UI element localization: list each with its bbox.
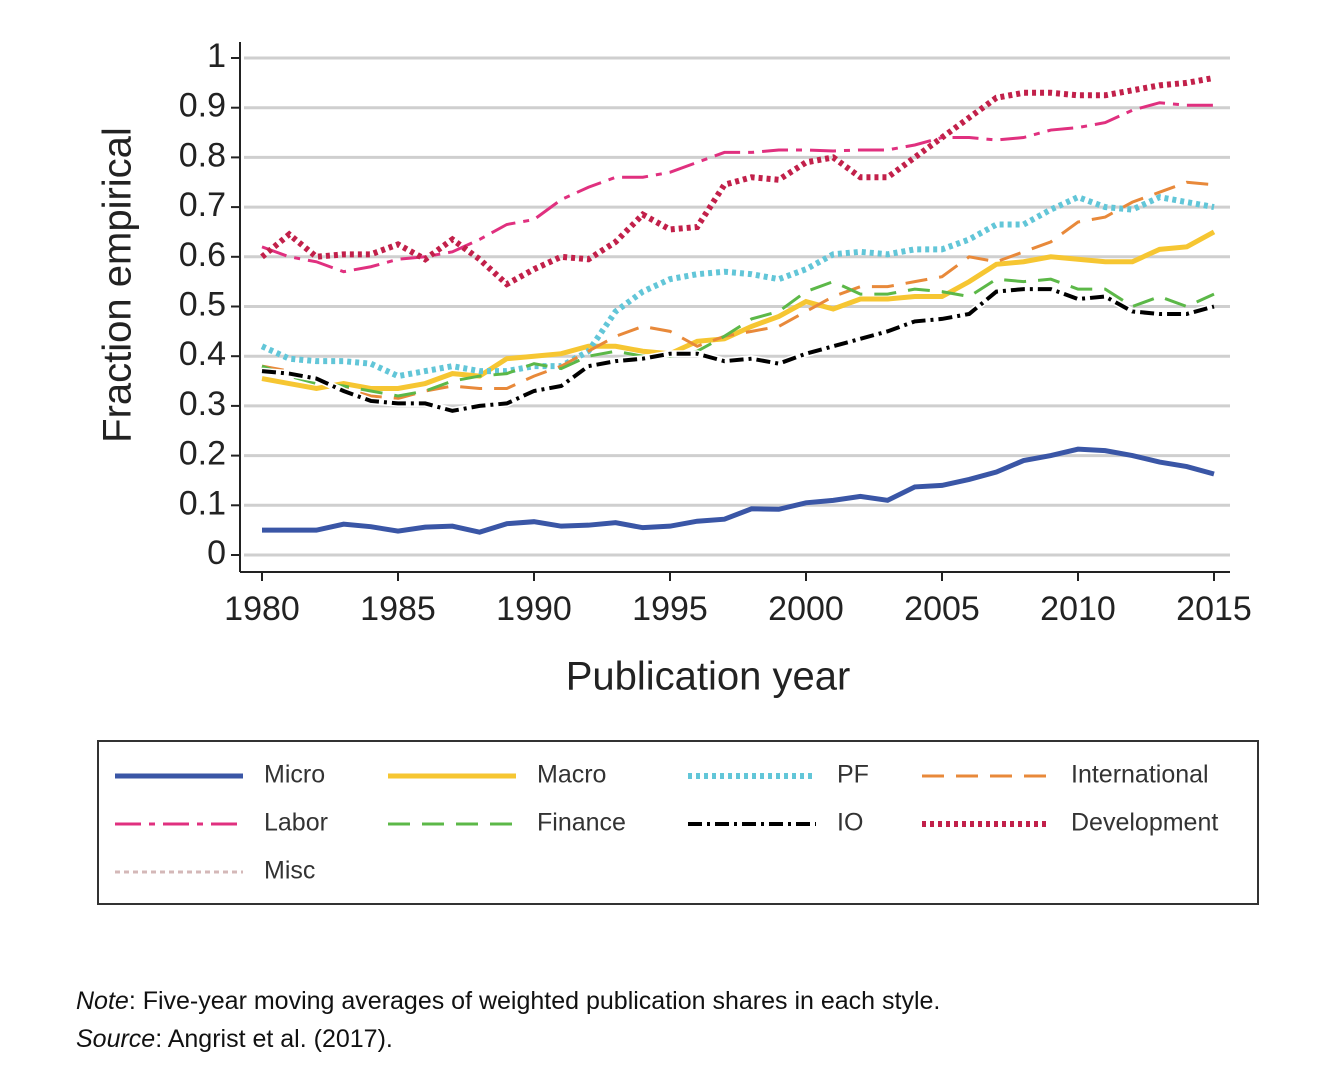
source: Source: Angrist et al. (2017). [76,1020,940,1058]
x-tick-label: 1985 [360,590,436,628]
legend-label: PF [837,761,869,789]
legend-label: Micro [264,761,325,789]
legend-label: IO [837,809,863,837]
y-tick-label: 0.2 [179,435,226,473]
note-text: : Five-year moving averages of weighted … [128,987,941,1015]
legend-label: Macro [537,761,606,789]
y-tick-label: 0.8 [179,136,226,174]
x-tick-label: 2010 [1040,590,1116,628]
legend-box [97,740,1259,905]
note-label: Note [76,987,129,1015]
legend-label: International [1071,761,1209,789]
legend-label: Misc [264,857,315,885]
y-tick-label: 0.7 [179,186,226,224]
series-line [261,180,1215,400]
legend-label: Finance [537,809,626,837]
y-tick-label: 0.4 [179,335,226,373]
source-text: : Angrist et al. (2017). [155,1025,393,1053]
y-axis-title: Fraction empirical [96,127,140,443]
series-line [260,74,1215,288]
y-tick-label: 0.3 [179,385,226,423]
x-tick-label: 1995 [632,590,708,628]
y-tick-label: 0.6 [179,236,226,274]
series-line [261,229,1216,392]
series-line [262,446,1215,535]
series-line [261,287,1215,413]
note: Note: Five-year moving averages of weigh… [76,982,940,1020]
x-tick-label: 1980 [224,590,300,628]
x-axis-title: Publication year [566,655,851,699]
y-tick-label: 0.5 [179,285,226,323]
y-tick-label: 0 [207,534,226,572]
y-tick-label: 0.1 [179,484,226,522]
legend-label: Labor [264,809,328,837]
x-tick-label: 1990 [496,590,572,628]
x-tick-label: 2000 [768,590,844,628]
legend-label: Development [1071,809,1218,837]
x-tick-label: 2015 [1176,590,1252,628]
source-label: Source [76,1025,156,1053]
series-line [260,193,1215,380]
chart: Fraction empirical Publication year 0 0.1… [96,37,1259,905]
y-tick-label: 0.9 [179,87,226,125]
notes: Note: Five-year moving averages of weigh… [76,982,940,1058]
x-tick-label: 2005 [904,590,980,628]
y-tick-label: 1 [207,37,226,75]
series-line [261,277,1215,398]
